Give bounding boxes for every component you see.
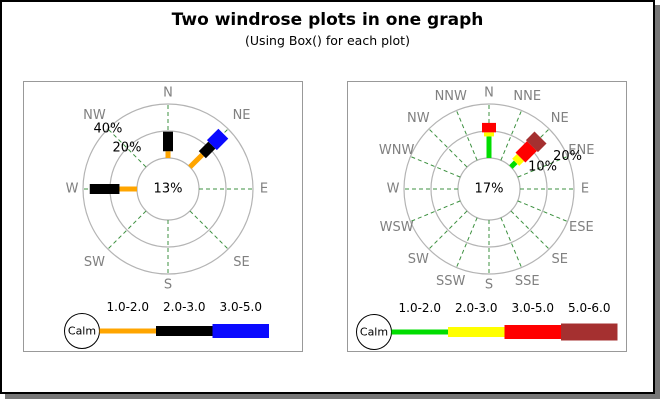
- figure-header: Two windrose plots in one graph (Using B…: [0, 10, 655, 48]
- legend-bar-segment: [99, 328, 156, 334]
- ring-label: 10%: [528, 159, 557, 174]
- radial-NNW: [456, 110, 478, 161]
- ring-percent-labels: 10%20%: [528, 149, 582, 174]
- direction-label-N: N: [484, 86, 494, 101]
- direction-label-E: E: [581, 182, 589, 197]
- legend-bin-label: 2.0-3.0: [455, 301, 498, 315]
- speed-legend: Calm 1.0-2.0 2.0-3.0 3.0-5.0 5.0-6.0: [356, 301, 618, 350]
- calm-circle-label: Calm: [360, 326, 388, 339]
- radial-NW: [428, 128, 468, 168]
- legend-bin-label: 3.0-5.0: [512, 301, 555, 315]
- calm-circle-label: Calm: [68, 325, 96, 338]
- wind-bars: [89, 128, 229, 194]
- wind-bar-NE: [509, 131, 547, 169]
- direction-labels: N NNE NE ENE E ESE SE SSE S SSW SW WSW W WNW NW NNW: [379, 86, 595, 293]
- wind-bar-segment: [486, 136, 492, 158]
- windrose-right: N NNENEENEEESESESSESSSWSWWSWWWNWNWNNW10%2…: [356, 86, 618, 350]
- legend-bin-label: 5.0-6.0: [568, 301, 611, 315]
- direction-label-W: W: [66, 182, 79, 197]
- wind-bar-segment: [482, 122, 496, 133]
- direction-label-SSW: SSW: [436, 274, 466, 289]
- direction-label-WNW: WNW: [379, 143, 415, 158]
- direction-label-E: E: [260, 182, 268, 197]
- direction-label-ENE: ENE: [568, 143, 594, 158]
- legend-bar-segment: [448, 327, 505, 337]
- direction-label-ESE: ESE: [569, 220, 594, 235]
- radial-WNW: [410, 156, 461, 178]
- direction-label-NNE: NNE: [513, 89, 541, 104]
- direction-label-WSW: WSW: [380, 220, 414, 235]
- wind-bar-segment: [484, 132, 494, 137]
- wind-bar-segment: [198, 141, 216, 159]
- wind-bar-segment: [512, 153, 525, 166]
- legend-bar-segment: [391, 329, 448, 335]
- direction-label-SSE: SSE: [515, 274, 540, 289]
- wind-bar-segment: [165, 151, 171, 158]
- radial-NW: [107, 128, 147, 168]
- direction-label-N: N: [163, 86, 173, 101]
- speed-legend: Calm 1.0-2.0 2.0-3.0 3.0-5.0: [64, 300, 269, 349]
- radial-SSE: [500, 217, 522, 268]
- direction-label-S: S: [485, 278, 493, 293]
- direction-radials: [404, 104, 574, 274]
- radial-WSW: [410, 200, 461, 222]
- right-plot-panel: N NNE NE ENE E ESE SE SSE S SSW SW WSW W WNW NW NNW 10% 2…: [347, 81, 627, 352]
- radial-SE: [510, 210, 550, 250]
- radial-ENE: [517, 156, 568, 178]
- direction-label-NW: NW: [83, 108, 106, 123]
- radial-NNE: [500, 110, 522, 161]
- legend-bin-label: 1.0-2.0: [399, 301, 442, 315]
- direction-label-NE: NE: [551, 111, 569, 126]
- direction-label-SE: SE: [551, 252, 567, 267]
- radial-SW: [428, 210, 468, 250]
- wind-bar-segment: [119, 186, 137, 192]
- wind-bar-NE: [188, 128, 229, 169]
- direction-label-SW: SW: [408, 252, 429, 267]
- wind-bar-segment: [509, 160, 518, 169]
- ring-percent-labels: 20%40%: [93, 121, 141, 155]
- radial-SSW: [456, 217, 478, 268]
- ring-label: 20%: [553, 149, 582, 164]
- direction-label-NNW: NNW: [435, 89, 467, 104]
- wind-bar-segment: [525, 131, 547, 153]
- wind-bar-W: [89, 184, 137, 194]
- direction-label-S: S: [164, 278, 172, 293]
- wind-bar-segment: [515, 141, 537, 163]
- wind-bar-segment: [188, 152, 205, 169]
- direction-label-NE: NE: [233, 108, 251, 123]
- direction-label-SW: SW: [84, 255, 105, 270]
- ring-label: 40%: [93, 121, 122, 136]
- direction-label-W: W: [387, 182, 400, 197]
- direction-label-SE: SE: [233, 255, 249, 270]
- direction-label-NW: NW: [407, 111, 430, 126]
- radial-SE: [189, 210, 229, 250]
- wind-bars: [482, 122, 547, 169]
- wind-bar-segment: [163, 131, 173, 152]
- calm-percent-label: 13%: [154, 182, 183, 197]
- legend-bar-segment: [561, 323, 618, 341]
- figure-subtitle: (Using Box() for each plot): [245, 33, 410, 49]
- ring-label: 20%: [113, 140, 142, 155]
- legend-bar-segment: [504, 325, 561, 339]
- legend-bar-segment: [212, 324, 269, 338]
- legend-bin-label: 2.0-3.0: [163, 300, 206, 314]
- direction-labels: N NE E SE S SW W NW: [66, 86, 269, 293]
- wind-bar-segment: [206, 128, 229, 151]
- legend-bin-label: 1.0-2.0: [107, 300, 150, 314]
- wind-bar-segment: [89, 184, 120, 194]
- legend-bar-segment: [156, 326, 213, 336]
- wind-bar-N: [482, 122, 496, 158]
- figure-title: Two windrose plots in one graph: [171, 10, 484, 30]
- radial-SW: [107, 210, 147, 250]
- calm-percent-label: 17%: [475, 182, 504, 197]
- left-plot-panel: N NE E SE S SW W NW 20% 40% 13% Calm 1.0-2.0 2.0-3.0 3…: [23, 81, 303, 352]
- legend-bin-label: 3.0-5.0: [220, 300, 263, 314]
- radial-ESE: [517, 200, 568, 222]
- wind-bar-N: [163, 131, 173, 158]
